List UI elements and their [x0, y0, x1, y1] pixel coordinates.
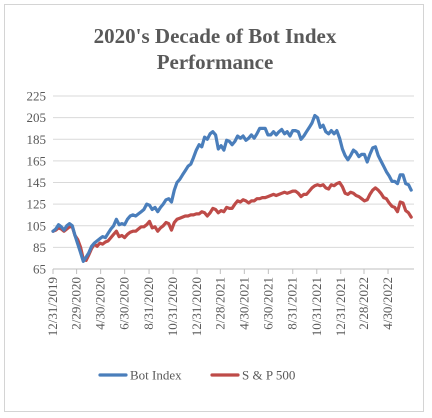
series-line-s-p-500: [51, 180, 413, 262]
y-tick-label: 205: [27, 110, 47, 125]
x-tick-label: 6/30/2021: [260, 277, 275, 330]
x-tick-label: 4/30/2022: [380, 277, 395, 330]
x-tick-label: 2/29/2020: [69, 277, 84, 330]
x-tick-label: 2/28/2021: [212, 277, 227, 330]
x-tick-label: 2/28/2022: [356, 277, 371, 330]
y-tick-label: 165: [27, 153, 47, 168]
x-tick-label: 12/31/2021: [333, 277, 348, 336]
x-tick-label: 10/31/2020: [165, 277, 180, 336]
legend-label-s-p-500: S & P 500: [242, 368, 295, 383]
y-tick-label: 105: [27, 218, 47, 233]
y-tick-label: 125: [27, 197, 47, 212]
x-tick-label: 12/31/2019: [45, 277, 60, 336]
y-tick-label: 65: [33, 262, 46, 277]
x-tick-label: 4/30/2020: [93, 277, 108, 330]
x-tick-label: 6/30/2020: [117, 277, 132, 330]
chart-title-line-1: 2020's Decade of Bot Index: [93, 24, 337, 48]
chart-title-line-2: Performance: [156, 50, 274, 74]
y-tick-label: 85: [33, 240, 46, 255]
series-line-bot-index: [51, 113, 413, 263]
chart-title: 2020's Decade of Bot Index Performance: [5, 23, 425, 75]
legend-label-bot-index: Bot Index: [130, 368, 182, 383]
x-tick-label: 10/31/2021: [309, 277, 324, 336]
y-tick-label: 185: [27, 132, 47, 147]
x-tick-label: 8/31/2021: [285, 277, 300, 330]
y-tick-label: 225: [27, 89, 47, 104]
x-tick-label: 4/30/2021: [236, 277, 251, 330]
x-tick-label: 12/31/2020: [189, 277, 204, 336]
x-tick-label: 8/31/2020: [141, 277, 156, 330]
y-tick-label: 145: [27, 175, 47, 190]
